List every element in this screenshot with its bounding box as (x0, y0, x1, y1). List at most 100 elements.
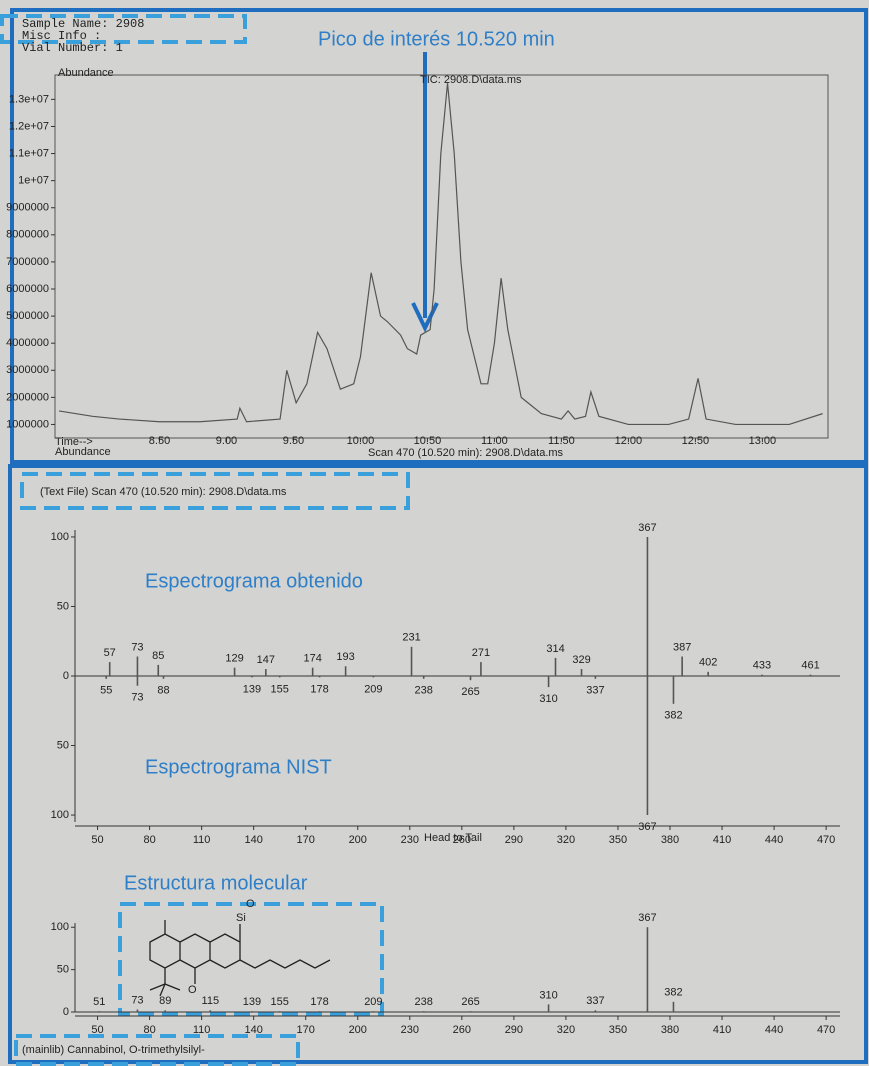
peak-label: 382 (664, 710, 682, 722)
peak-annotation: Pico de interés 10.520 min (318, 28, 555, 50)
y-tick-label: 2000000 (6, 391, 49, 403)
peak-label: 155 (271, 683, 289, 695)
x-tick-label: 110 (193, 1024, 211, 1036)
peak-label: 139 (243, 996, 261, 1008)
peak-label: 129 (225, 653, 243, 665)
x-tick-label: 170 (297, 834, 315, 846)
header-line: Vial Number: 1 (22, 41, 123, 55)
peak-label: 337 (586, 995, 604, 1007)
y-tick-label: 0 (63, 670, 69, 682)
peak-label: 57 (104, 647, 116, 659)
peak-label: 367 (638, 821, 656, 833)
x-tick-label: 380 (661, 834, 679, 846)
peak-label: 367 (638, 522, 656, 534)
x-tick-label: 80 (143, 1024, 155, 1036)
peak-label: 178 (310, 683, 328, 695)
x-tick-label: 350 (609, 834, 627, 846)
footer-title: Scan 470 (10.520 min): 2908.D\data.ms (368, 447, 564, 459)
x-tick-label: 80 (143, 834, 155, 846)
peak-label: 139 (243, 683, 261, 695)
atom-label: O (246, 898, 255, 910)
x-tick-label: 9.50 (283, 435, 304, 447)
peak-label: 265 (461, 686, 479, 698)
peak-label: 402 (699, 657, 717, 669)
peak-label: 85 (152, 650, 164, 662)
y-tick-label: 100 (51, 531, 69, 543)
peak-label: 73 (131, 692, 143, 704)
x-tick-label: 290 (505, 1024, 523, 1036)
peak-label: 329 (572, 654, 590, 666)
atom-label: Si (236, 912, 246, 924)
peak-label: 89 (159, 995, 171, 1007)
y-tick-label: 50 (57, 739, 69, 751)
peak-label: 314 (546, 643, 564, 655)
x-tick-label: 200 (349, 834, 367, 846)
x-tick-label: 8.50 (149, 435, 170, 447)
y-tick-label: 1.3e+07 (9, 93, 49, 105)
peak-label: 147 (257, 654, 275, 666)
structure-annotation: Estructura molecular (124, 872, 308, 894)
page: Sample Name: 2908 Misc Info : Vial Numbe… (0, 0, 869, 1066)
y-tick-label: 1000000 (6, 418, 49, 430)
peak-label: 265 (461, 996, 479, 1008)
peak-label: 271 (472, 647, 490, 659)
y-tick-label: 0 (63, 1006, 69, 1018)
footer-label: Abundance (55, 446, 111, 458)
y-tick-label: 50 (57, 964, 69, 976)
x-tick-label: 12.50 (682, 435, 710, 447)
y-tick-label: 100 (51, 921, 69, 933)
x-tick-label: 9.00 (216, 435, 237, 447)
x-tick-label: 410 (713, 834, 731, 846)
peak-label: 73 (131, 641, 143, 653)
x-tick-label: 470 (817, 834, 835, 846)
y-tick-label: 9000000 (6, 202, 49, 214)
peak-label: 155 (271, 996, 289, 1008)
screenshot: Sample Name: 2908 Misc Info : Vial Numbe… (0, 0, 869, 1066)
peak-label: 88 (157, 685, 169, 697)
y-tick-label: 7000000 (6, 256, 49, 268)
x-tick-label: 50 (91, 834, 103, 846)
x-tick-label: 110 (193, 834, 211, 846)
peak-label: 55 (100, 685, 112, 697)
chart-title: (Text File) Scan 470 (10.520 min): 2908.… (40, 486, 287, 498)
peak-label: 193 (336, 651, 354, 663)
x-tick-label: 260 (453, 1024, 471, 1036)
peak-label: 387 (673, 641, 691, 653)
x-tick-label: 380 (661, 1024, 679, 1036)
y-tick-label: 8000000 (6, 229, 49, 241)
y-tick-label: 1e+07 (18, 175, 49, 187)
x-tick-label: 230 (401, 834, 419, 846)
x-tick-label: 290 (505, 834, 523, 846)
y-axis-label: Abundance (58, 67, 114, 79)
y-tick-label: 3000000 (6, 364, 49, 376)
y-tick-label: 5000000 (6, 310, 49, 322)
x-tick-label: 140 (244, 834, 262, 846)
peak-label: 238 (414, 685, 432, 697)
y-tick-label: 1.1e+07 (9, 147, 49, 159)
x-tick-label: 13.00 (749, 435, 777, 447)
y-tick-label: 6000000 (6, 283, 49, 295)
atom-label: O (188, 984, 197, 996)
peak-label: 433 (753, 660, 771, 672)
peak-label: 209 (364, 996, 382, 1008)
background (0, 0, 869, 1066)
x-tick-label: 260 (453, 834, 471, 846)
library-title: (mainlib) Cannabinol, O-trimethylsilyl- (22, 1044, 205, 1056)
peak-label: 209 (364, 683, 382, 695)
x-tick-label: 350 (609, 1024, 627, 1036)
x-tick-label: 440 (765, 1024, 783, 1036)
peak-label: 310 (539, 989, 557, 1001)
x-tick-label: 11.50 (548, 435, 575, 447)
peak-label: 51 (93, 996, 105, 1008)
peak-label: 310 (539, 693, 557, 705)
x-tick-label: 470 (817, 1024, 835, 1036)
x-tick-label: 50 (91, 1024, 103, 1036)
peak-label: 73 (131, 994, 143, 1006)
peak-label: 115 (202, 995, 220, 1007)
peak-label: 382 (664, 987, 682, 999)
x-tick-label: 170 (297, 1024, 315, 1036)
peak-label: 461 (801, 660, 819, 672)
y-tick-label: 1.2e+07 (9, 120, 49, 132)
x-tick-label: 410 (713, 1024, 731, 1036)
peak-label: 337 (586, 685, 604, 697)
